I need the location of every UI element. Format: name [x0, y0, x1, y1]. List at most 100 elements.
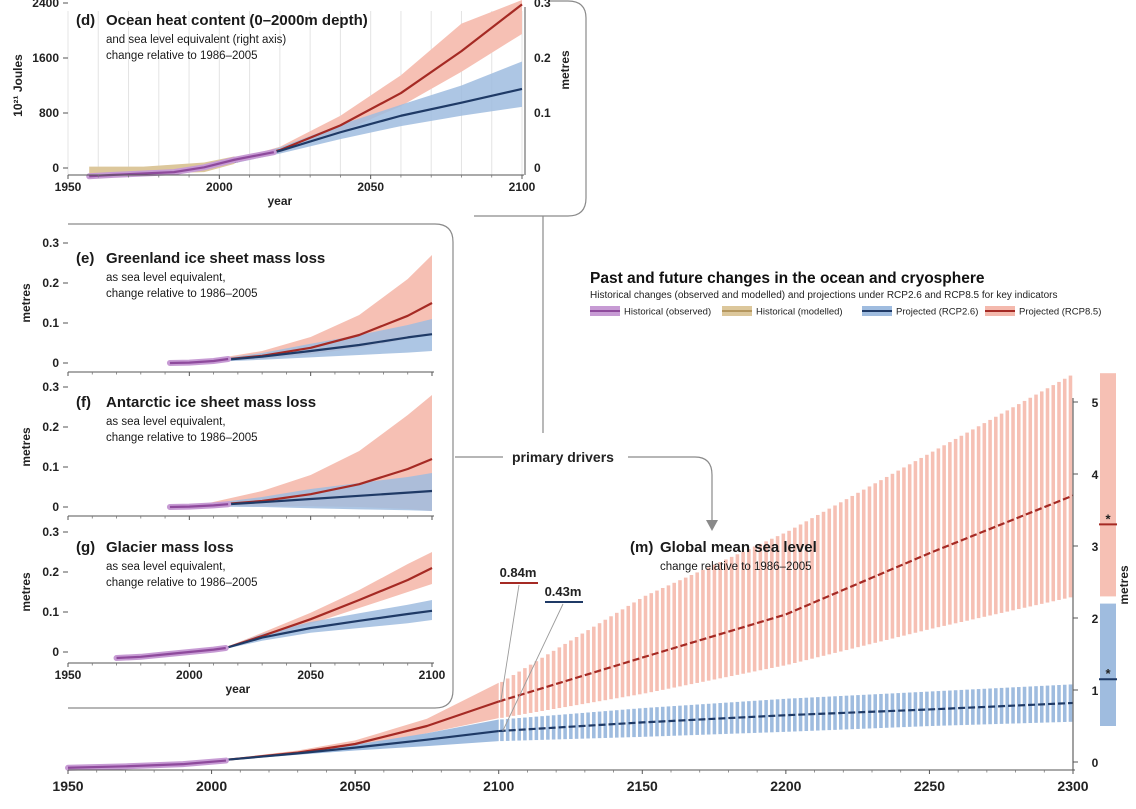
rcp85-hatch-bar — [523, 668, 527, 714]
rcp85-hatch-bar — [620, 609, 625, 698]
panel-m: 1950 2000 2050 2100 2150 2200 2250 2300 0 1 2 3 4 5 me… — [52, 373, 1131, 794]
x-tick-label: 1950 — [52, 778, 83, 794]
rcp85-hatch-bar — [528, 664, 533, 713]
rcp85-hatch-bar — [764, 541, 768, 670]
panel-title: Antarctic ice sheet mass loss — [106, 394, 316, 411]
figure-subtitle: Historical changes (observed and modelle… — [590, 290, 1057, 301]
rcp85-hatch-bar — [896, 470, 900, 638]
rcp85-hatch-bar — [821, 511, 826, 656]
rcp26-hatch-bar — [626, 709, 631, 738]
x-tick-label: 1950 — [55, 180, 82, 194]
rcp85-hatch-bar — [517, 671, 521, 715]
rcp85-hatch-bar — [861, 489, 866, 646]
rcp85-hatch-bar — [982, 423, 987, 617]
y-tick-label: 0.2 — [42, 420, 59, 434]
y-tick-label: 2400 — [32, 0, 59, 10]
x-tick-label: 2100 — [509, 180, 536, 194]
panel-subtitle: as sea level equivalent, — [106, 561, 226, 573]
rcp85-hatch-bar — [942, 445, 946, 626]
y-tick-label: 0.1 — [42, 316, 59, 330]
y-right-tick-label: 0.1 — [534, 106, 551, 120]
legend-label: Historical (observed) — [624, 307, 711, 318]
rcp26-2300-range-bar — [1100, 603, 1116, 726]
rcp26-hatch-bar — [574, 713, 579, 739]
rcp85-hatch-bar — [976, 426, 981, 619]
rcp26-median-line — [201, 489, 433, 507]
panel-subtitle: change relative to 1986–2005 — [106, 50, 258, 62]
rcp85-hatch-bar — [856, 492, 860, 648]
rcp26-band — [201, 319, 432, 363]
legend-label: Projected (RCP2.6) — [896, 307, 978, 318]
y-tick-label: 1 — [1092, 684, 1099, 698]
rcp85-hatch-bar — [729, 556, 734, 677]
y-tick-label: 3 — [1092, 540, 1099, 554]
y-axis-label: metres — [1117, 565, 1131, 605]
x-tick-label: 2050 — [357, 180, 384, 194]
rcp26-hatch-bar — [735, 701, 740, 734]
rcp85-hatch-bar — [689, 575, 694, 685]
rcp26-median-dashed — [498, 701, 1074, 733]
rcp85-hatch-bar — [890, 473, 895, 639]
y-right-tick-label: 0 — [534, 161, 541, 175]
x-tick-label: 2100 — [419, 668, 446, 682]
x-tick-label: 2000 — [176, 668, 203, 682]
rcp85-hatch-bar — [884, 476, 889, 640]
panel-d: 1950 2000 2050 2100 year 0 800 1600 2400 10²¹ Jou… — [11, 0, 572, 208]
y-tick-label: 0.2 — [42, 276, 59, 290]
rcp26-hatch-bar — [804, 697, 809, 732]
x-axis-label: year — [268, 194, 293, 208]
rcp85-hatch-bar — [609, 616, 613, 700]
rcp85-hatch-bar — [672, 582, 676, 688]
y-tick-label: 0 — [52, 500, 59, 514]
rcp26-median-line — [225, 729, 499, 761]
y-right-tick-label: 0.2 — [534, 51, 551, 65]
rcp85-asterisk: * — [1105, 511, 1111, 526]
y-tick-label: 0.3 — [42, 380, 59, 394]
rcp85-hatch-bar — [615, 612, 619, 699]
rcp26-hatch-bar — [695, 704, 699, 735]
rcp85-median-line — [225, 567, 433, 650]
rcp26-hatch-bar — [1045, 685, 1050, 723]
rcp85-hatch-bar — [678, 580, 682, 687]
rcp85-hatch-bar — [511, 675, 516, 716]
rcp26-hatch-bar — [856, 695, 860, 729]
rcp85-hatch-bar — [735, 554, 740, 675]
y-tick-label: 4 — [1092, 468, 1099, 482]
x-tick-label: 2000 — [196, 778, 227, 794]
x-tick-label: 2050 — [297, 668, 324, 682]
rcp85-hatch-bar — [879, 480, 883, 642]
y-axis-label: metres — [19, 283, 33, 323]
rcp85-hatch-bar — [999, 413, 1004, 613]
rcp85-hatch-bar — [724, 559, 728, 678]
y-tick-label: 0.1 — [42, 460, 59, 474]
rcp85-hatch-bar — [551, 650, 556, 710]
rcp85-hatch-bar — [752, 546, 757, 672]
annotation-label: 0.43m — [545, 584, 582, 599]
rcp85-hatch-bar — [557, 647, 562, 709]
observed-line — [169, 357, 229, 365]
legend-label: Historical (modelled) — [756, 307, 843, 318]
rcp85-hatch-bar — [546, 654, 550, 711]
rcp85-hatch-bar — [637, 598, 642, 695]
observed-line — [116, 646, 226, 660]
x-axis-label: year — [226, 682, 251, 696]
rcp85-hatch-bar — [747, 549, 751, 673]
rcp26-hatch-bar — [925, 691, 929, 727]
y-tick-label: 0.1 — [42, 605, 59, 619]
rcp85-hatch-bar — [930, 451, 935, 629]
rcp85-hatch-bar — [775, 536, 780, 667]
rcp85-hatch-bar — [1057, 381, 1061, 600]
rcp26-hatch-bar — [965, 689, 969, 725]
panel-letter: (d) — [76, 12, 95, 29]
rcp85-hatch-bar — [867, 486, 872, 645]
panel-subtitle: as sea level equivalent, — [106, 272, 226, 284]
panel-title: Greenland ice sheet mass loss — [106, 250, 325, 267]
panel-g: 1950 2000 2050 2100 year 0 0.1 0.2 0.3 metres (g) G… — [19, 525, 446, 696]
rcp85-hatch-bar — [718, 562, 722, 679]
rcp85-hatch-bar — [632, 602, 636, 696]
rcp85-hatch-bar — [959, 435, 964, 622]
rcp85-hatch-bar — [1011, 407, 1015, 611]
y-axis-label: 10²¹ Joules — [11, 54, 25, 117]
y-tick-label: 0.3 — [42, 236, 59, 250]
